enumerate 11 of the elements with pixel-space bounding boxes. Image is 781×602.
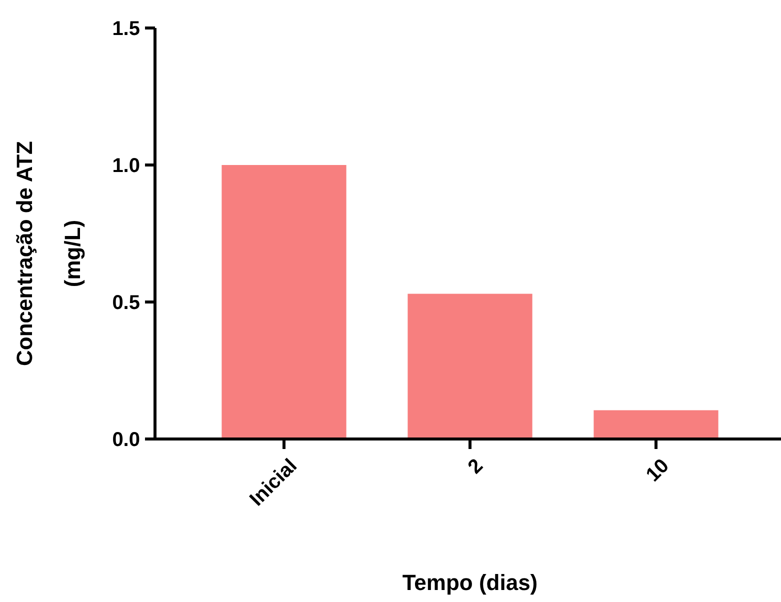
bar: [222, 165, 346, 439]
bar: [408, 294, 532, 439]
bar: [594, 410, 718, 439]
x-tick-label: 10: [642, 454, 674, 486]
y-tick-label: 1.5: [112, 18, 140, 40]
x-tick-label: 2: [464, 454, 488, 478]
y-axis-title: Concentração de ATZ (mg/L): [12, 141, 85, 366]
x-axis-title: Tempo (dias): [402, 570, 538, 595]
y-tick-label: 1.0: [112, 155, 140, 177]
y-tick-label: 0.0: [112, 429, 140, 451]
y-tick-label: 0.5: [112, 292, 140, 314]
